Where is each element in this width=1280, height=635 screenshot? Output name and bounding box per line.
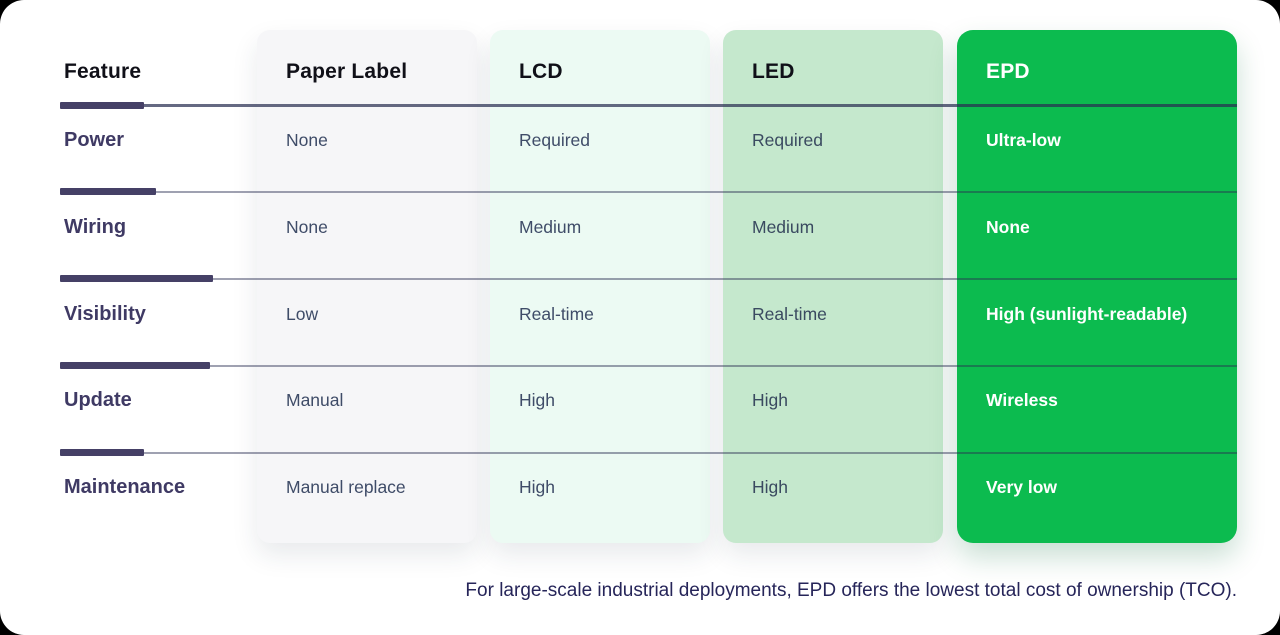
cell-lcd-power: Required <box>519 130 591 150</box>
accent-bar <box>60 188 156 195</box>
row-label-power: Power <box>64 129 125 151</box>
row-separator-line <box>60 278 1237 280</box>
cell-led-maintenance: High <box>752 477 788 497</box>
cell-epd-wiring: None <box>986 217 1030 237</box>
cell-epd-maintenance: Very low <box>986 477 1058 497</box>
cell-led-wiring: Medium <box>752 217 815 237</box>
column-card-led <box>723 30 943 543</box>
row-label-maintenance: Maintenance <box>64 476 186 498</box>
row-label-update: Update <box>64 389 132 411</box>
footer-note: For large-scale industrial deployments, … <box>465 580 1237 601</box>
cell-lcd-update: High <box>519 390 555 410</box>
accent-bar <box>60 362 210 369</box>
cell-paper-update: Manual <box>286 390 344 410</box>
cell-lcd-maintenance: High <box>519 477 555 497</box>
row-label-visibility: Visibility <box>64 303 146 325</box>
column-header-led: LED <box>752 60 795 83</box>
cell-lcd-wiring: Medium <box>519 217 582 237</box>
column-header-lcd: LCD <box>519 60 563 83</box>
column-card-paper-label <box>257 30 477 543</box>
cell-epd-update: Wireless <box>986 390 1058 410</box>
cell-paper-power: None <box>286 130 328 150</box>
cell-paper-maintenance: Manual replace <box>286 477 406 497</box>
column-header-paper-label: Paper Label <box>286 60 408 83</box>
column-card-epd <box>957 30 1237 543</box>
row-separator-line <box>60 365 1237 367</box>
row-separator-line <box>60 452 1237 454</box>
cell-paper-visibility: Low <box>286 304 319 324</box>
accent-bar <box>60 102 144 109</box>
accent-bar <box>60 449 144 456</box>
row-separator-line <box>60 191 1237 193</box>
cell-lcd-visibility: Real-time <box>519 304 594 324</box>
header-separator-line <box>60 104 1237 107</box>
cell-led-visibility: Real-time <box>752 304 827 324</box>
cell-epd-visibility: High (sunlight-readable) <box>986 304 1188 324</box>
column-card-lcd <box>490 30 710 543</box>
cell-led-update: High <box>752 390 788 410</box>
cell-led-power: Required <box>752 130 824 150</box>
row-label-wiring: Wiring <box>64 216 127 238</box>
accent-bar <box>60 275 213 282</box>
column-header-feature: Feature <box>64 60 142 83</box>
cell-epd-power: Ultra-low <box>986 130 1061 150</box>
cell-paper-wiring: None <box>286 217 328 237</box>
column-header-epd: EPD <box>986 60 1030 83</box>
